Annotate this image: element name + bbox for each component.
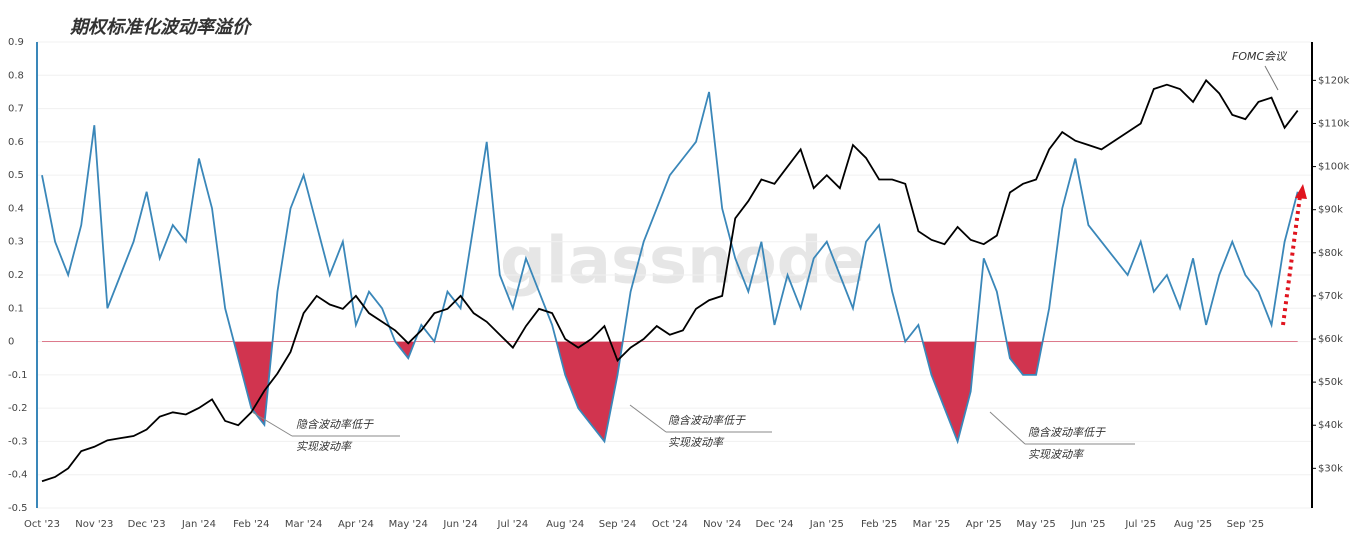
annotation: 实现波动率	[296, 440, 353, 453]
y2-tick-label: $120k	[1318, 75, 1349, 86]
annotation-1: 隐含波动率低于 实现波动率	[251, 411, 400, 453]
series-line	[41, 78, 1299, 483]
annotation-3: 隐含波动率低于 实现波动率	[989, 411, 1135, 461]
y-tick-label: 0.7	[8, 104, 24, 115]
y-tick-label: 0.4	[8, 203, 24, 214]
y2-tick-label: $80k	[1318, 248, 1343, 259]
annotation: FOMC会议	[1232, 50, 1288, 63]
y-tick-label: 0.6	[8, 137, 24, 148]
x-tick-label: Sep '24	[599, 519, 637, 530]
x-tick-label: Aug '25	[1174, 519, 1212, 530]
x-tick-label: Jun '24	[442, 519, 477, 530]
y2-tick-label: $40k	[1318, 420, 1343, 431]
x-tick-label: May '25	[1016, 519, 1055, 530]
trend-arrow	[1281, 195, 1302, 326]
x-tick-label: Dec '23	[128, 519, 166, 530]
y2-tick-label: $110k	[1318, 118, 1349, 129]
y2-tick-label: $70k	[1318, 291, 1343, 302]
x-tick-label: Mar '24	[285, 519, 323, 530]
y-tick-label: -0.2	[8, 403, 28, 414]
x-tick-label: Jun '25	[1070, 519, 1105, 530]
y-tick-label: -0.1	[8, 370, 28, 381]
y-tick-label: 0.9	[8, 37, 24, 48]
annotation: 隐含波动率低于	[1028, 426, 1106, 439]
x-tick-label: Oct '23	[24, 519, 60, 530]
x-tick-label: Mar '25	[913, 519, 951, 530]
y2-tick-label: $100k	[1318, 162, 1349, 173]
annotation: 隐含波动率低于	[668, 414, 746, 427]
y2-tick-label: $30k	[1318, 463, 1343, 474]
x-tick-label: Dec '24	[755, 519, 793, 530]
annotation: 实现波动率	[1028, 448, 1085, 461]
leader	[251, 411, 293, 437]
y2-tick-label: $60k	[1318, 334, 1343, 345]
y-tick-label: -0.5	[8, 503, 28, 514]
annotation-2: 隐含波动率低于 实现波动率	[629, 404, 772, 449]
y-tick-label: -0.3	[8, 436, 28, 447]
x-tick-label: Jul '25	[1124, 519, 1156, 530]
watermark: glassnode	[500, 225, 866, 299]
y-tick-label: 0.5	[8, 170, 24, 181]
x-tick-label: Nov '23	[75, 519, 113, 530]
x-tick-label: Jul '24	[497, 519, 529, 530]
chart-title: 期权标准化波动率溢价	[69, 17, 253, 38]
arrow-head	[1295, 184, 1307, 199]
annotation: 实现波动率	[668, 436, 725, 449]
y-tick-label: 0.3	[8, 237, 24, 248]
y-tick-label: 0.1	[8, 303, 24, 314]
leader	[1264, 65, 1279, 91]
x-tick-label: May '24	[389, 519, 428, 530]
y-tick-label: -0.4	[8, 470, 28, 481]
x-tick-label: Apr '24	[338, 519, 374, 530]
y-tick-label: 0	[8, 337, 14, 348]
leader	[989, 411, 1026, 445]
x-tick-label: Nov '24	[703, 519, 741, 530]
y2-tick-label: $50k	[1318, 377, 1343, 388]
x-tick-label: Feb '25	[861, 519, 897, 530]
x-tick-label: Oct '24	[652, 519, 688, 530]
y-tick-label: 0.8	[8, 70, 24, 81]
annotation: 隐含波动率低于	[296, 418, 374, 431]
x-tick-label: Jan '25	[809, 519, 844, 530]
x-tick-label: Jan '24	[181, 519, 216, 530]
y-tick-label: 0.2	[8, 270, 24, 281]
x-tick-label: Sep '25	[1227, 519, 1265, 530]
series-line	[41, 91, 1299, 445]
x-tick-label: Apr '25	[966, 519, 1002, 530]
x-tick-label: Feb '24	[233, 519, 269, 530]
x-tick-label: Aug '24	[546, 519, 584, 530]
leader	[629, 404, 667, 433]
y2-tick-label: $90k	[1318, 205, 1343, 216]
